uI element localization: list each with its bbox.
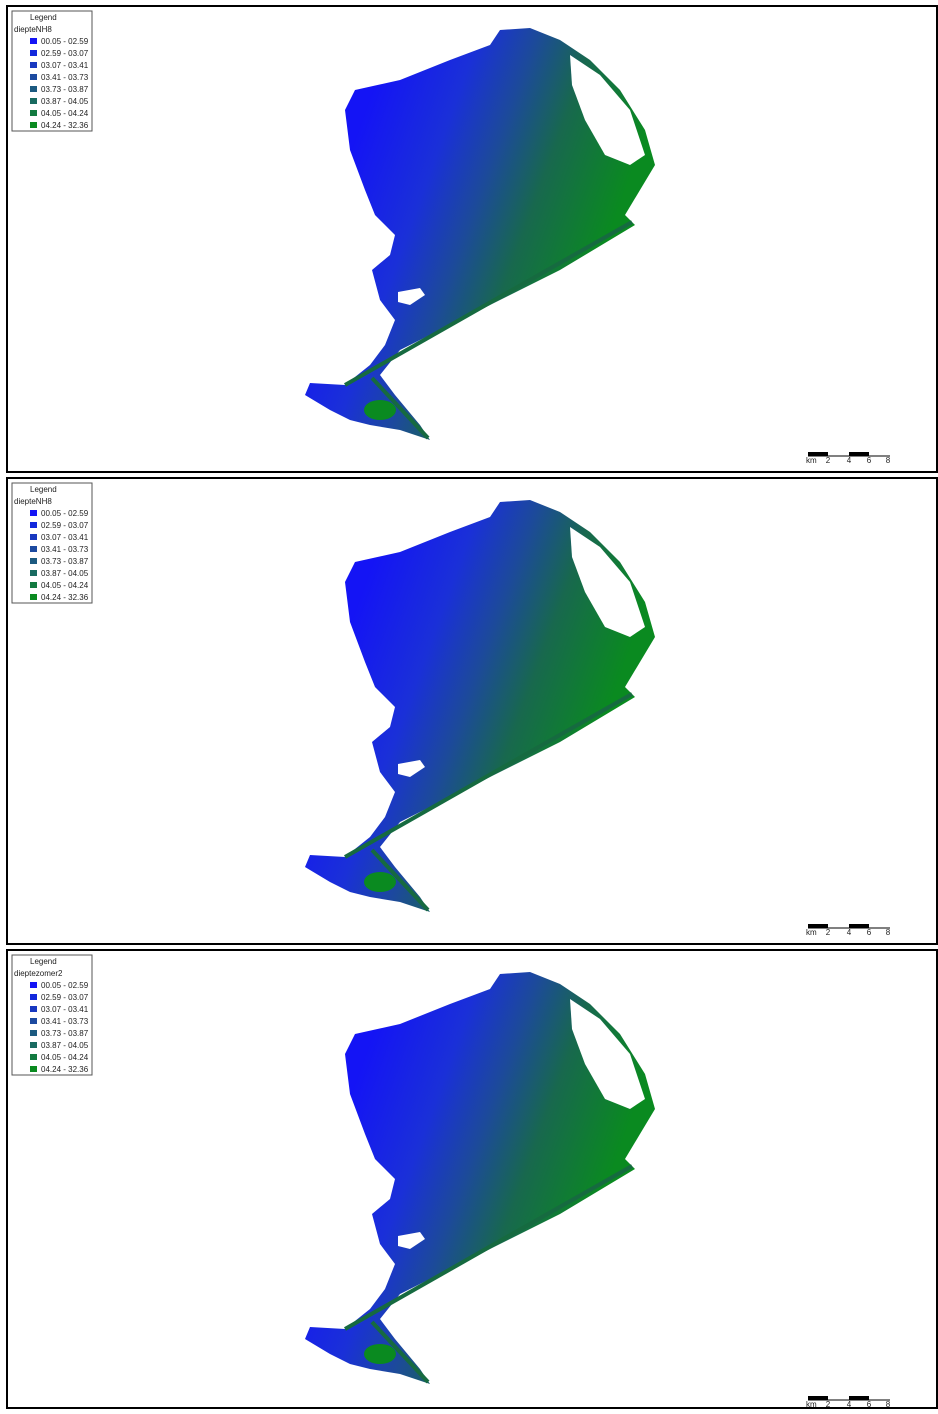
legend-label: 04.05 - 04.24 <box>41 1053 89 1062</box>
legend-label: 03.41 - 03.73 <box>41 545 89 554</box>
legend-swatch <box>30 558 37 564</box>
scale-label: 6 <box>867 1400 872 1409</box>
deep-pit <box>364 400 396 420</box>
legend-label: 03.73 - 03.87 <box>41 1029 89 1038</box>
legend-swatch <box>30 582 37 588</box>
legend-label: 00.05 - 02.59 <box>41 509 89 518</box>
legend-label: 02.59 - 03.07 <box>41 49 89 58</box>
legend-swatch <box>30 38 37 44</box>
map-figure: Legend diepteNH8 00.05 - 02.59 02.59 - 03.0… <box>0 0 938 1409</box>
legend-swatch <box>30 74 37 80</box>
legend-label: 02.59 - 03.07 <box>41 521 89 530</box>
legend-label: 03.07 - 03.41 <box>41 61 89 70</box>
scale-label: 4 <box>847 928 852 937</box>
map-panel: Legend diepteNH8 00.05 - 02.59 02.59 - 03.0… <box>7 478 937 944</box>
legend-swatch <box>30 1018 37 1024</box>
scale-label: 2 <box>826 456 831 465</box>
legend-swatch <box>30 1066 37 1072</box>
legend-label: 03.73 - 03.87 <box>41 557 89 566</box>
legend-swatch <box>30 122 37 128</box>
deep-pit <box>364 1344 396 1364</box>
legend-label: 03.41 - 03.73 <box>41 73 89 82</box>
map-panel: Legend dieptezomer2 00.05 - 02.59 02.59 - 0… <box>7 950 937 1409</box>
legend-swatch <box>30 86 37 92</box>
scale-label: 2 <box>826 928 831 937</box>
legend-label: 04.05 - 04.24 <box>41 109 89 118</box>
legend-label: 03.87 - 04.05 <box>41 97 89 106</box>
legend-layer: dieptezomer2 <box>14 969 63 978</box>
legend-label: 00.05 - 02.59 <box>41 981 89 990</box>
legend-label: 03.07 - 03.41 <box>41 1005 89 1014</box>
legend-swatch <box>30 62 37 68</box>
legend-swatch <box>30 98 37 104</box>
scale-unit: km <box>806 456 817 465</box>
legend-label: 02.59 - 03.07 <box>41 993 89 1002</box>
scale-label: 6 <box>867 456 872 465</box>
scale-unit: km <box>806 928 817 937</box>
legend-layer: diepteNH8 <box>14 497 52 506</box>
legend-swatch <box>30 1054 37 1060</box>
legend-label: 00.05 - 02.59 <box>41 37 89 46</box>
legend-swatch <box>30 594 37 600</box>
legend-label: 04.05 - 04.24 <box>41 581 89 590</box>
map-panel: Legend diepteNH8 00.05 - 02.59 02.59 - 03.0… <box>7 6 937 472</box>
legend-label: 03.07 - 03.41 <box>41 533 89 542</box>
legend-label: 04.24 - 32.36 <box>41 1065 89 1074</box>
legend-label: 03.73 - 03.87 <box>41 85 89 94</box>
deep-pit <box>364 872 396 892</box>
legend-swatch <box>30 1030 37 1036</box>
scale-label: 8 <box>886 1400 891 1409</box>
scale-label: 8 <box>886 456 891 465</box>
scale-label: 4 <box>847 456 852 465</box>
legend-swatch <box>30 994 37 1000</box>
legend-swatch <box>30 510 37 516</box>
legend-title: Legend <box>30 485 57 494</box>
legend-swatch <box>30 110 37 116</box>
legend-layer: diepteNH8 <box>14 25 52 34</box>
legend-swatch <box>30 546 37 552</box>
scale-unit: km <box>806 1400 817 1409</box>
legend-label: 04.24 - 32.36 <box>41 593 89 602</box>
legend-label: 04.24 - 32.36 <box>41 121 89 130</box>
scale-label: 8 <box>886 928 891 937</box>
legend-title: Legend <box>30 13 57 22</box>
legend-swatch <box>30 982 37 988</box>
legend-label: 03.41 - 03.73 <box>41 1017 89 1026</box>
legend-swatch <box>30 1042 37 1048</box>
legend-swatch <box>30 1006 37 1012</box>
legend-label: 03.87 - 04.05 <box>41 1041 89 1050</box>
scale-label: 4 <box>847 1400 852 1409</box>
scale-label: 2 <box>826 1400 831 1409</box>
legend-swatch <box>30 522 37 528</box>
legend-swatch <box>30 534 37 540</box>
legend-swatch <box>30 50 37 56</box>
legend-title: Legend <box>30 957 57 966</box>
legend-swatch <box>30 570 37 576</box>
scale-label: 6 <box>867 928 872 937</box>
legend-label: 03.87 - 04.05 <box>41 569 89 578</box>
